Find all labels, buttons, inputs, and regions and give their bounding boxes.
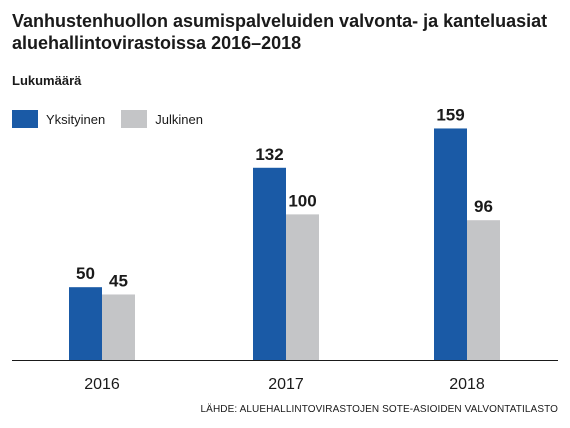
source-note: LÄHDE: ALUEHALLINTOVIRASTOJEN SOTE-ASIOI… [200, 404, 558, 415]
legend-swatch-julkinen [121, 110, 148, 128]
bar-yksityinen-2016 [69, 287, 102, 360]
bar-julkinen-2016 [102, 294, 135, 360]
bar-julkinen-2017 [286, 214, 319, 360]
data-label-yksityinen-2018: 159 [436, 105, 464, 124]
y-axis-label: Lukumäärä [12, 73, 82, 88]
data-label-yksityinen-2017: 132 [255, 145, 283, 164]
data-label-yksityinen-2016: 50 [76, 264, 95, 283]
legend-swatch-yksityinen [12, 110, 38, 128]
bar-yksityinen-2018 [434, 128, 467, 360]
data-label-julkinen-2018: 96 [474, 197, 493, 216]
data-label-julkinen-2017: 100 [288, 191, 316, 210]
legend-item-yksityinen: Yksityinen [12, 110, 105, 128]
bar-julkinen-2018 [467, 220, 500, 360]
chart-title: Vanhustenhuollon asumispalveluiden valvo… [12, 11, 548, 53]
legend: Yksityinen Julkinen [12, 110, 219, 128]
x-tick-label-2018: 2018 [449, 376, 485, 393]
data-label-julkinen-2016: 45 [109, 271, 128, 290]
legend-item-julkinen: Julkinen [121, 110, 203, 128]
bar-yksityinen-2017 [253, 167, 286, 360]
x-tick-label-2016: 2016 [84, 376, 120, 393]
legend-label-yksityinen: Yksityinen [46, 111, 106, 127]
legend-label-julkinen: Julkinen [155, 111, 203, 127]
x-tick-label-2017: 2017 [268, 376, 304, 393]
